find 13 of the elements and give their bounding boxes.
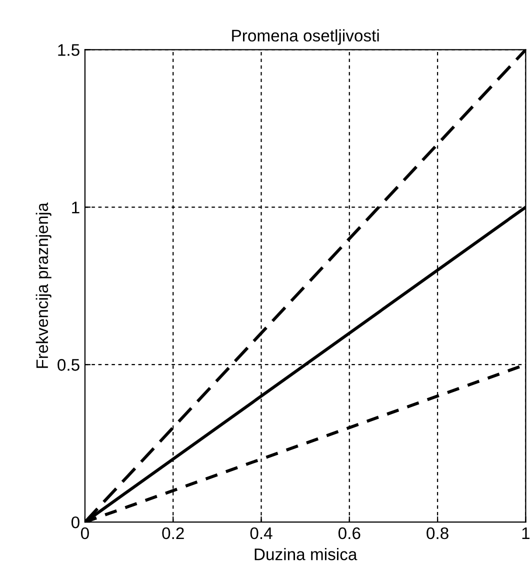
y-tick-label: 1.5: [58, 44, 80, 56]
x-tick-label: 0: [80, 527, 89, 540]
x-tick-label: 0.2: [162, 527, 184, 540]
x-tick-label: 0.8: [426, 527, 448, 540]
chart-title: Promena osetljivosti: [232, 29, 379, 45]
x-tick-label: 1: [522, 528, 530, 539]
y-tick-label: 0.5: [58, 359, 80, 371]
x-tick-label: 0.4: [250, 527, 272, 540]
x-axis-title: Duzina misica: [254, 548, 358, 560]
y-tick-label: 1: [72, 202, 80, 214]
x-tick-label: 0.6: [338, 527, 360, 540]
y-axis-title: Frekvencija praznjenja: [36, 202, 52, 368]
y-tick-label: 0: [71, 516, 80, 528]
